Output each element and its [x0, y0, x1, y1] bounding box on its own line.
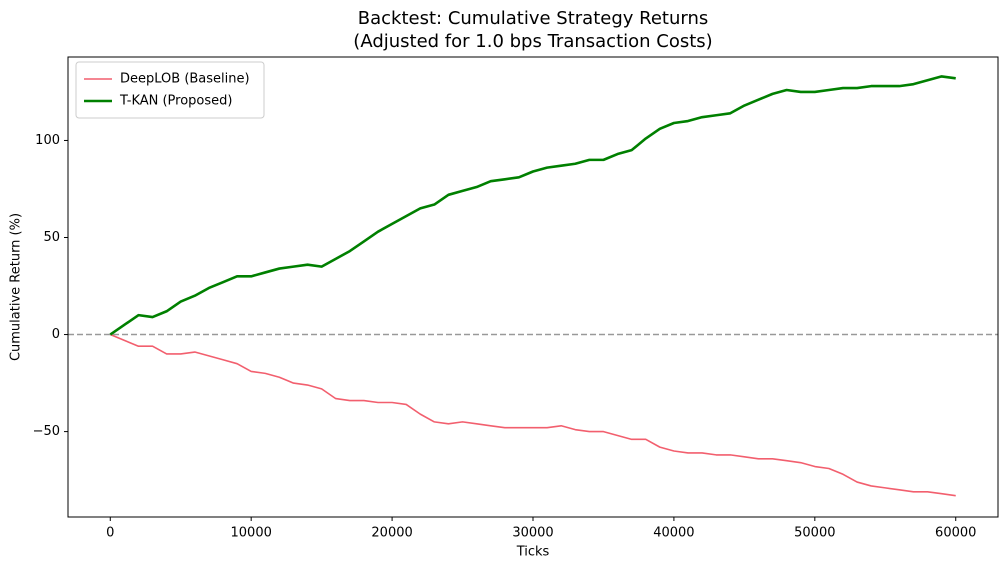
x-tick-label: 60000 [935, 526, 976, 541]
chart-subtitle: (Adjusted for 1.0 bps Transaction Costs) [353, 31, 712, 52]
y-tick-label: −50 [33, 424, 60, 439]
legend-label: DeepLOB (Baseline) [120, 72, 250, 87]
plot-frame [67, 56, 999, 518]
legend-label: T-KAN (Proposed) [119, 94, 232, 109]
x-tick-label: 10000 [231, 526, 272, 541]
series-line [109, 75, 956, 336]
y-axis-label: Cumulative Return (%) [9, 213, 24, 361]
x-tick-label: 20000 [371, 526, 412, 541]
x-tick-label: 50000 [794, 526, 835, 541]
y-tick-label: 0 [52, 327, 60, 342]
y-tick-label: 100 [35, 133, 60, 148]
x-tick-label: 40000 [653, 526, 694, 541]
y-tick-label: 50 [43, 230, 60, 245]
chart-title: Backtest: Cumulative Strategy Returns [358, 8, 708, 29]
x-axis-label: Ticks [516, 545, 550, 560]
legend-box [75, 61, 265, 119]
x-tick-label: 0 [106, 526, 114, 541]
legend: DeepLOB (Baseline) T-KAN (Proposed) [75, 61, 265, 119]
x-tick-label: 30000 [512, 526, 553, 541]
series-line [109, 333, 956, 497]
